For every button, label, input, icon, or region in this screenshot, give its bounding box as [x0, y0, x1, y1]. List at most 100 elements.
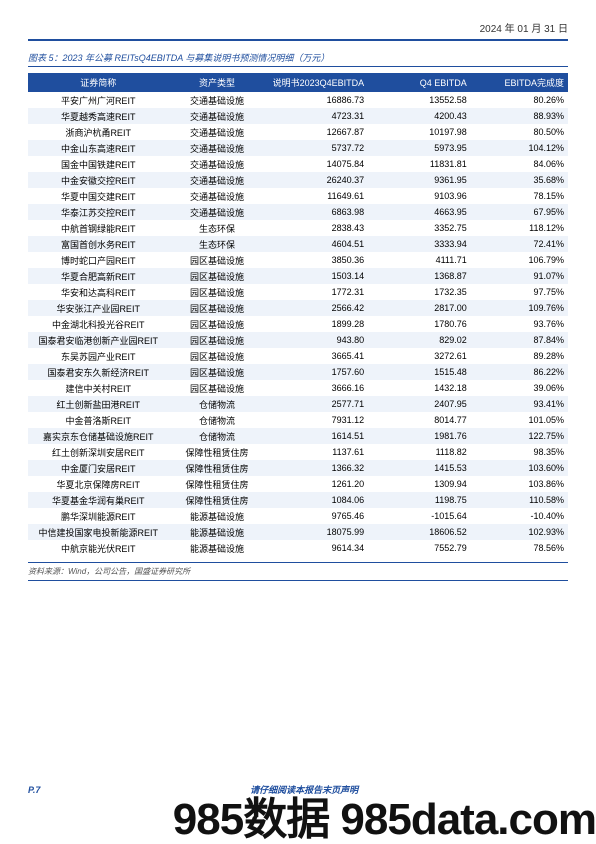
- table-cell: 1415.53: [368, 460, 471, 476]
- table-row: 红土创新深圳安居REIT保障性租赁住房1137.611118.8298.35%: [28, 444, 568, 460]
- table-row: 鹏华深圳能源REIT能源基础设施9765.46-1015.64-10.40%: [28, 508, 568, 524]
- table-cell: 3666.16: [266, 380, 369, 396]
- table-cell: 3333.94: [368, 236, 471, 252]
- table-cell: 122.75%: [471, 428, 568, 444]
- table-cell: 平安广州广河REIT: [28, 92, 168, 108]
- table-cell: 8014.77: [368, 412, 471, 428]
- table-cell: 93.76%: [471, 316, 568, 332]
- table-cell: 118.12%: [471, 220, 568, 236]
- table-cell: 富国首创水务REIT: [28, 236, 168, 252]
- table-cell: 101.05%: [471, 412, 568, 428]
- table-row: 中航京能光伏REIT能源基础设施9614.347552.7978.56%: [28, 540, 568, 556]
- table-cell: 1198.75: [368, 492, 471, 508]
- table-cell: 国泰君安东久新经济REIT: [28, 364, 168, 380]
- col-actual: Q4 EBITDA: [368, 73, 471, 92]
- table-cell: 9614.34: [266, 540, 369, 556]
- col-type: 资产类型: [168, 73, 265, 92]
- table-cell: 鹏华深圳能源REIT: [28, 508, 168, 524]
- table-cell: 78.56%: [471, 540, 568, 556]
- table-row: 博时蛇口产园REIT园区基础设施3850.364111.71106.79%: [28, 252, 568, 268]
- table-row: 中金山东高速REIT交通基础设施5737.725973.95104.12%: [28, 140, 568, 156]
- table-cell: 18606.52: [368, 524, 471, 540]
- table-cell: 1780.76: [368, 316, 471, 332]
- table-cell: 72.41%: [471, 236, 568, 252]
- table-cell: 91.07%: [471, 268, 568, 284]
- table-cell: 4663.95: [368, 204, 471, 220]
- table-cell: -10.40%: [471, 508, 568, 524]
- table-cell: 中金湖北科投光谷REIT: [28, 316, 168, 332]
- table-cell: 86.22%: [471, 364, 568, 380]
- table-cell: 2407.95: [368, 396, 471, 412]
- table-cell: 1261.20: [266, 476, 369, 492]
- table-cell: 106.79%: [471, 252, 568, 268]
- table-cell: 交通基础设施: [168, 124, 265, 140]
- table-cell: 9361.95: [368, 172, 471, 188]
- table-row: 红土创新盐田港REIT仓储物流2577.712407.9593.41%: [28, 396, 568, 412]
- table-cell: 88.93%: [471, 108, 568, 124]
- table-row: 华夏北京保障房REIT保障性租赁住房1261.201309.94103.86%: [28, 476, 568, 492]
- table-row: 华安张江产业园REIT园区基础设施2566.422817.00109.76%: [28, 300, 568, 316]
- table-cell: 交通基础设施: [168, 140, 265, 156]
- table-row: 建信中关村REIT园区基础设施3666.161432.1839.06%: [28, 380, 568, 396]
- table-cell: 红土创新深圳安居REIT: [28, 444, 168, 460]
- table-cell: -1015.64: [368, 508, 471, 524]
- table-cell: 11831.81: [368, 156, 471, 172]
- table-cell: 1432.18: [368, 380, 471, 396]
- table-cell: 2566.42: [266, 300, 369, 316]
- col-name: 证券简称: [28, 73, 168, 92]
- table-row: 平安广州广河REIT交通基础设施16886.7313552.5880.26%: [28, 92, 568, 108]
- table-cell: 红土创新盐田港REIT: [28, 396, 168, 412]
- table-row: 华夏中国交建REIT交通基础设施11649.619103.9678.15%: [28, 188, 568, 204]
- table-cell: 80.26%: [471, 92, 568, 108]
- table-cell: 1084.06: [266, 492, 369, 508]
- table-row: 华夏基金华润有巢REIT保障性租赁住房1084.061198.75110.58%: [28, 492, 568, 508]
- table-cell: 35.68%: [471, 172, 568, 188]
- table-cell: 1772.31: [266, 284, 369, 300]
- table-cell: 4111.71: [368, 252, 471, 268]
- table-cell: 园区基础设施: [168, 300, 265, 316]
- table-cell: 4723.31: [266, 108, 369, 124]
- table-cell: 1732.35: [368, 284, 471, 300]
- table-cell: 1309.94: [368, 476, 471, 492]
- table-cell: 中金普洛斯REIT: [28, 412, 168, 428]
- table-row: 嘉实京东仓储基础设施REIT仓储物流1614.511981.76122.75%: [28, 428, 568, 444]
- table-cell: 10197.98: [368, 124, 471, 140]
- table-cell: 6863.98: [266, 204, 369, 220]
- table-cell: 104.12%: [471, 140, 568, 156]
- ebitda-table: 证券简称 资产类型 说明书2023Q4EBITDA Q4 EBITDA EBIT…: [28, 73, 568, 556]
- table-cell: 1137.61: [266, 444, 369, 460]
- table-cell: 829.02: [368, 332, 471, 348]
- table-cell: 能源基础设施: [168, 540, 265, 556]
- table-cell: 生态环保: [168, 236, 265, 252]
- table-cell: 保障性租赁住房: [168, 492, 265, 508]
- table-cell: 中金厦门安居REIT: [28, 460, 168, 476]
- table-cell: 能源基础设施: [168, 508, 265, 524]
- figure-title: 图表 5：2023 年公募 REITsQ4EBITDA 与募集说明书预测情况明细…: [28, 51, 568, 64]
- table-cell: 11649.61: [266, 188, 369, 204]
- table-cell: 1981.76: [368, 428, 471, 444]
- table-cell: 67.95%: [471, 204, 568, 220]
- table-cell: 园区基础设施: [168, 284, 265, 300]
- table-cell: 26240.37: [266, 172, 369, 188]
- table-cell: 能源基础设施: [168, 524, 265, 540]
- table-cell: 943.80: [266, 332, 369, 348]
- table-cell: 13552.58: [368, 92, 471, 108]
- table-cell: 浙商沪杭甬REIT: [28, 124, 168, 140]
- table-cell: 中航京能光伏REIT: [28, 540, 168, 556]
- table-row: 国泰君安东久新经济REIT园区基础设施1757.601515.4886.22%: [28, 364, 568, 380]
- table-cell: 9103.96: [368, 188, 471, 204]
- table-cell: 交通基础设施: [168, 156, 265, 172]
- table-cell: 7552.79: [368, 540, 471, 556]
- table-row: 富国首创水务REIT生态环保4604.513333.9472.41%: [28, 236, 568, 252]
- page-number: P.7: [28, 785, 40, 795]
- table-cell: 博时蛇口产园REIT: [28, 252, 168, 268]
- table-cell: 4604.51: [266, 236, 369, 252]
- table-row: 中航首钢绿能REIT生态环保2838.433352.75118.12%: [28, 220, 568, 236]
- table-cell: 84.06%: [471, 156, 568, 172]
- table-cell: 嘉实京东仓储基础设施REIT: [28, 428, 168, 444]
- table-row: 中金安徽交控REIT交通基础设施26240.379361.9535.68%: [28, 172, 568, 188]
- table-cell: 1899.28: [266, 316, 369, 332]
- table-cell: 华安和达高科REIT: [28, 284, 168, 300]
- table-cell: 保障性租赁住房: [168, 476, 265, 492]
- table-cell: 园区基础设施: [168, 364, 265, 380]
